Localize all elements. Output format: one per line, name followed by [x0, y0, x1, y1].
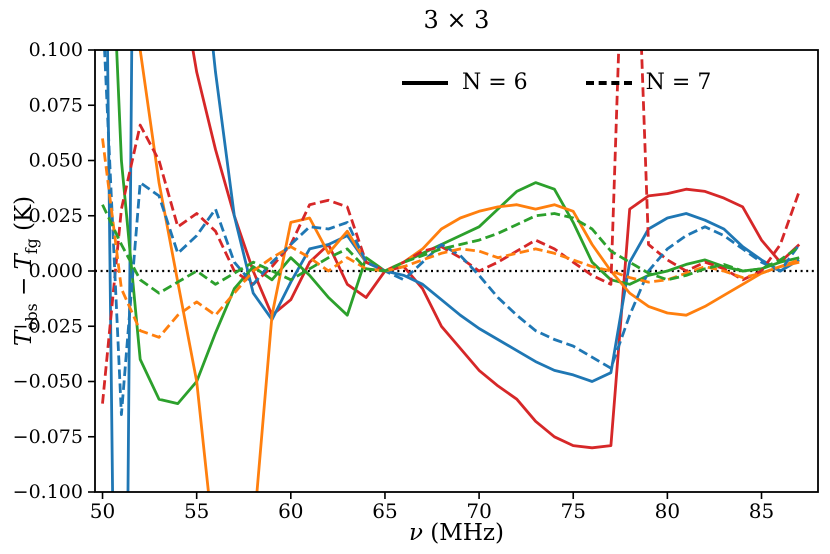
x-axis-label: ν (MHz) [95, 520, 818, 546]
series-line-N7-blue [103, 50, 801, 416]
y-tick-label: 0.025 [29, 205, 83, 227]
x-tick-label: 85 [749, 499, 774, 523]
legend: N = 6 N = 7 [402, 70, 711, 95]
series-line-N7-green [101, 204, 801, 295]
y-tick-label: 0.050 [29, 150, 83, 172]
y-tick-label: −0.025 [13, 315, 83, 337]
axes-frame [94, 49, 819, 493]
x-tick-label: 65 [372, 499, 397, 523]
y-label-sub-obs: obs [21, 303, 41, 331]
y-tick-label: 0.075 [29, 94, 83, 116]
series-layer [95, 50, 818, 492]
x-tick-label: 75 [561, 499, 586, 523]
series-line-N6-green [115, 50, 800, 405]
y-tick-label: −0.075 [13, 426, 83, 448]
chart-title: 3 × 3 [423, 6, 490, 34]
y-label-minus: − [11, 269, 38, 304]
y-tick-label: 0.000 [29, 260, 83, 282]
y-tick-label: −0.100 [13, 481, 83, 503]
x-tick-label: 50 [90, 499, 115, 523]
y-tick-label: −0.050 [13, 371, 83, 393]
legend-item-n6: N = 6 [402, 70, 528, 95]
x-tick-label: 55 [184, 499, 209, 523]
x-tick-label: 60 [278, 499, 303, 523]
series-line-N6-red [191, 50, 801, 450]
series-line-N7-red [101, 50, 801, 404]
y-label-unit: (K) [11, 195, 38, 239]
y-tick-label: 0.100 [29, 39, 83, 61]
x-tick-label: 80 [655, 499, 680, 523]
legend-item-n7: N = 7 [585, 70, 712, 95]
y-axis-label: Tobs − Tfg (K) [11, 196, 41, 346]
x-label-nu: ν [409, 520, 423, 546]
legend-dashed-line-icon [585, 80, 632, 85]
legend-solid-line-icon [402, 80, 448, 85]
series-line-N7-orange [101, 138, 800, 339]
x-label-unit: (MHz) [423, 520, 504, 546]
legend-label-n6: N = 6 [462, 70, 528, 95]
y-label-T2: T [11, 254, 38, 270]
series-line-N6-orange [138, 50, 800, 492]
x-tick-label: 70 [466, 499, 491, 523]
legend-label-n7: N = 7 [645, 70, 712, 95]
y-label-T1: T [11, 330, 38, 347]
y-label-sub-fg: fg [21, 238, 41, 255]
series-line-N6-blue [106, 50, 800, 492]
